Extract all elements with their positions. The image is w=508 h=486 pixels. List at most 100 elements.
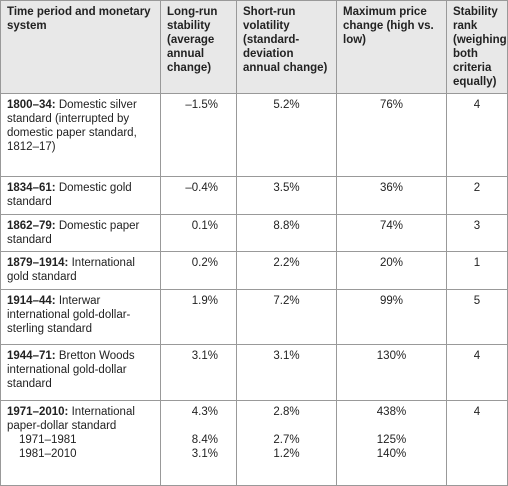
value-cell: 130% (336, 344, 447, 401)
value: 1 (473, 257, 481, 269)
value: 2 (473, 182, 481, 194)
value-cell: 3.1% (160, 344, 237, 401)
monetary-system: Domestic silver standard (interrupted by… (7, 99, 137, 153)
subperiod-value: 140% (376, 448, 407, 460)
period: 1914–44: (7, 295, 56, 307)
value-cell: 0.1% (160, 214, 237, 252)
subperiod: 1981–2010 (19, 448, 77, 460)
value: 2.2% (273, 257, 300, 269)
value: 5.2% (273, 99, 300, 111)
spacer (343, 419, 440, 433)
column-header: Long-run stability (average annual chang… (160, 0, 237, 94)
value: 3.5% (273, 182, 300, 194)
period: 1879–1914: (7, 257, 69, 269)
value: 3 (473, 220, 481, 232)
period-cell: 1834–61: Domestic gold standard (0, 176, 161, 215)
value-cell: 438% 125% 140% (336, 400, 447, 486)
value-cell: 3.1% (236, 344, 337, 401)
value: 1.9% (191, 295, 218, 307)
column-header: Stability rank (weighing both criteria e… (446, 0, 508, 94)
value-cell: 1 (446, 251, 508, 290)
period: 1800–34: (7, 99, 56, 111)
value-cell: 20% (336, 251, 447, 290)
subperiod-value: 125% (376, 434, 407, 446)
spacer (167, 419, 218, 433)
value: 4 (473, 350, 481, 362)
period-cell: 1971–2010: International paper-dollar st… (0, 400, 161, 486)
value-cell: 4 (446, 344, 508, 401)
value: 76% (379, 99, 404, 111)
value: 3.1% (273, 350, 300, 362)
value: 438% (376, 406, 407, 418)
value-cell: 36% (336, 176, 447, 215)
column-header: Short-run volatility (standard-deviation… (236, 0, 337, 94)
value: 4.3% (191, 406, 218, 418)
table-body: 1800–34: Domestic silver standard (inter… (0, 93, 508, 486)
table-row: 1914–44: Interwar international gold-dol… (0, 289, 508, 345)
period-cell: 1944–71: Bretton Woods international gol… (0, 344, 161, 401)
value: 3.1% (191, 350, 218, 362)
value: 74% (379, 220, 404, 232)
subperiod-value: 3.1% (191, 448, 218, 460)
table-row: 1879–1914: International gold standard 0.… (0, 251, 508, 290)
value-cell: 4.3% 8.4% 3.1% (160, 400, 237, 486)
value: 0.2% (191, 257, 218, 269)
value: 2.8% (273, 406, 300, 418)
table-row: 1862–79: Domestic paper standard 0.1% 8.8%… (0, 214, 508, 252)
value-cell: 8.8% (236, 214, 337, 252)
subperiod-value: 8.4% (191, 434, 218, 446)
table-row: 1800–34: Domestic silver standard (inter… (0, 93, 508, 177)
subperiod: 1971–1981 (19, 434, 77, 446)
column-header: Maximum price change (high vs. low) (336, 0, 447, 94)
monetary-system: International gold standard (7, 257, 135, 283)
value: –1.5% (185, 99, 218, 111)
value-cell: 2.2% (236, 251, 337, 290)
value: –0.4% (185, 182, 218, 194)
monetary-system: Domestic gold standard (7, 182, 132, 208)
value-cell: 3.5% (236, 176, 337, 215)
monetary-system: Domestic paper standard (7, 220, 140, 246)
column-header: Time period and monetary system (0, 0, 161, 94)
value: 4 (473, 99, 481, 111)
subperiod-value: 2.7% (273, 434, 300, 446)
value-cell: 7.2% (236, 289, 337, 345)
period-cell: 1800–34: Domestic silver standard (inter… (0, 93, 161, 177)
value: 8.8% (273, 220, 300, 232)
table-row: 1834–61: Domestic gold standard –0.4% 3.5%… (0, 176, 508, 215)
value-cell: 5 (446, 289, 508, 345)
value-cell: –1.5% (160, 93, 237, 177)
value: 20% (379, 257, 404, 269)
spacer (243, 419, 330, 433)
value-cell: 76% (336, 93, 447, 177)
period: 1944–71: (7, 350, 56, 362)
period: 1862–79: (7, 220, 56, 232)
table-row: 1971–2010: International paper-dollar st… (0, 400, 508, 486)
value-cell: 0.2% (160, 251, 237, 290)
value-cell: 4 (446, 93, 508, 177)
value: 4 (473, 406, 481, 418)
monetary-system: International paper-dollar standard (7, 406, 135, 432)
value-cell: 2 (446, 176, 508, 215)
value-cell: 3 (446, 214, 508, 252)
subperiod-value: 1.2% (273, 448, 300, 460)
value-cell: –0.4% (160, 176, 237, 215)
value-cell: 74% (336, 214, 447, 252)
value-cell: 4 (446, 400, 508, 486)
period: 1834–61: (7, 182, 56, 194)
header-row: Time period and monetary system Long-run … (0, 0, 508, 94)
value-cell: 2.8% 2.7% 1.2% (236, 400, 337, 486)
monetary-system: Bretton Woods international gold-dollar … (7, 350, 135, 390)
value-cell: 1.9% (160, 289, 237, 345)
value-cell: 99% (336, 289, 447, 345)
period-cell: 1862–79: Domestic paper standard (0, 214, 161, 252)
value: 99% (379, 295, 404, 307)
value: 0.1% (191, 220, 218, 232)
value: 130% (376, 350, 407, 362)
period-cell: 1879–1914: International gold standard (0, 251, 161, 290)
value-cell: 5.2% (236, 93, 337, 177)
value: 36% (379, 182, 404, 194)
period: 1971–2010: (7, 406, 69, 418)
period-cell: 1914–44: Interwar international gold-dol… (0, 289, 161, 345)
